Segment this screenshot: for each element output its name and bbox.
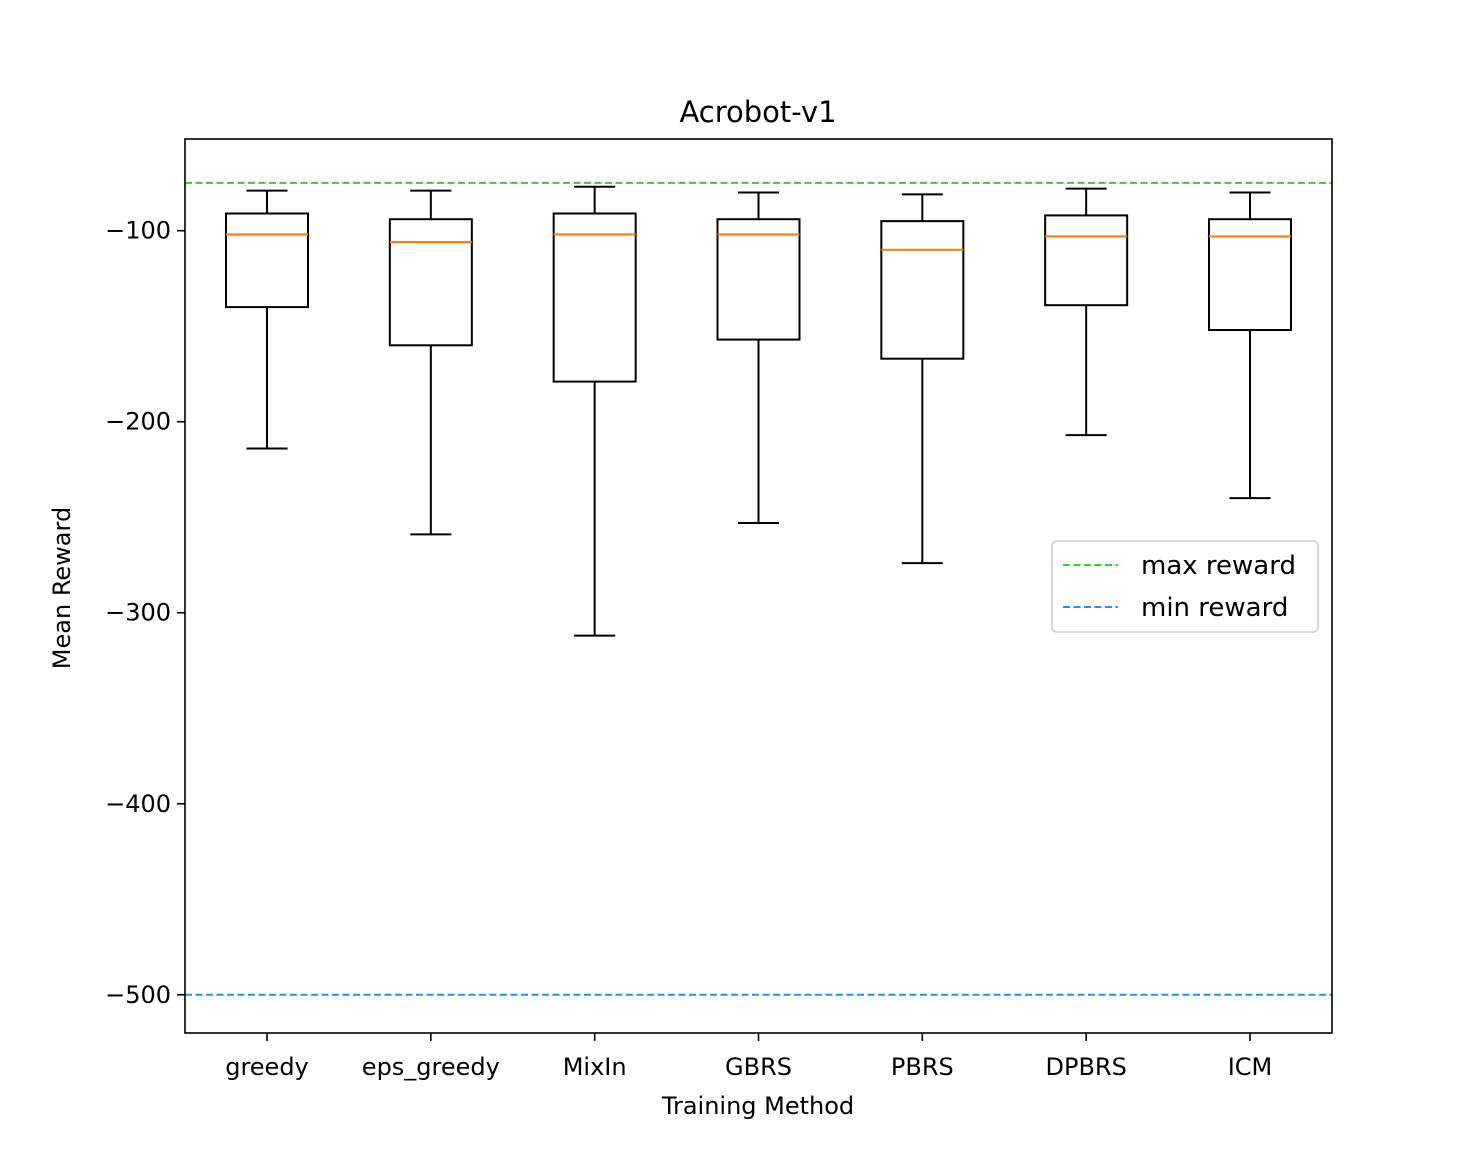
x-tick-label: MixIn: [563, 1053, 627, 1081]
x-tick-label: DPBRS: [1046, 1053, 1127, 1081]
chart-title: Acrobot-v1: [679, 95, 836, 129]
y-tick-label: −400: [105, 790, 171, 818]
x-tick-label: PBRS: [891, 1053, 954, 1081]
y-axis-label: Mean Reward: [48, 507, 76, 669]
x-tick-label: eps_greedy: [362, 1053, 500, 1081]
box-DPBRS: [1044, 187, 1129, 437]
y-tick-label: −200: [105, 408, 171, 436]
legend-label: max reward: [1141, 551, 1296, 581]
box-iqr: [388, 218, 473, 347]
x-axis-label: Training Method: [661, 1092, 854, 1120]
x-tick-label: GBRS: [725, 1053, 792, 1081]
x-axis: greedy eps_greedy MixIn GBRS PBRS DPBRS ICM: [225, 1033, 1272, 1081]
boxes-layer: [225, 185, 1292, 637]
legend-box: [1051, 540, 1319, 633]
box-PBRS: [880, 193, 965, 565]
x-tick-label: ICM: [1228, 1053, 1273, 1081]
box-iqr: [880, 220, 965, 360]
reference-lines-layer: [185, 181, 1332, 996]
y-tick-label: −300: [105, 599, 171, 627]
box-iqr: [225, 212, 309, 309]
box-MixIn: [552, 185, 637, 637]
box-greedy: [225, 189, 309, 450]
box-iqr: [1208, 218, 1292, 332]
box-eps_greedy: [388, 189, 473, 536]
legend: max reward min reward: [1051, 540, 1319, 633]
box-iqr: [1044, 214, 1129, 307]
box-iqr: [552, 212, 637, 383]
x-tick-label: greedy: [225, 1053, 309, 1081]
box-iqr: [716, 218, 801, 341]
y-axis: −100 −200 −300 −400 −500: [105, 217, 185, 1009]
box-ICM: [1208, 191, 1292, 500]
y-tick-label: −100: [105, 217, 171, 245]
y-tick-label: −500: [105, 981, 171, 1009]
legend-label: min reward: [1141, 593, 1288, 623]
box-GBRS: [716, 191, 801, 524]
